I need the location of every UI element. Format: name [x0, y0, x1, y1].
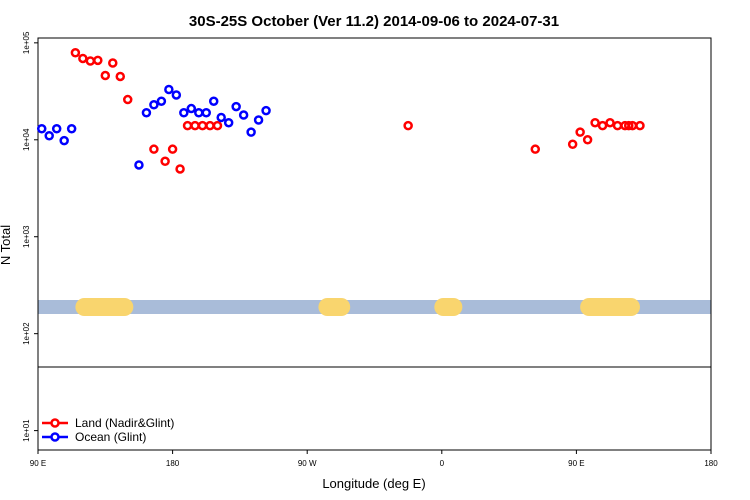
data-points: [36, 48, 645, 174]
land-point: [590, 117, 600, 128]
land-point: [403, 120, 413, 131]
land-point: [70, 48, 81, 58]
land-point: [78, 53, 88, 64]
ocean-point: [149, 99, 159, 110]
y-tick-label: 1e+03: [22, 225, 31, 248]
land-point: [605, 117, 615, 128]
ocean-point: [208, 96, 219, 106]
ocean-point: [59, 135, 69, 146]
plot-frame: [37, 37, 712, 451]
x-tick-label: 180: [166, 459, 180, 468]
land-point: [530, 144, 541, 154]
land-point: [93, 55, 103, 66]
land-point: [108, 58, 118, 68]
ocean-point: [261, 105, 271, 116]
land-point: [575, 127, 585, 137]
ocean-point: [134, 160, 144, 170]
ocean-point: [231, 101, 241, 112]
y-axis-title: N Total: [0, 225, 13, 265]
ocean-point: [141, 108, 152, 118]
ocean-point: [216, 112, 226, 123]
land-point: [175, 164, 185, 174]
ocean-point: [171, 90, 182, 100]
land-point: [190, 120, 200, 131]
x-tick-label: 180: [704, 459, 718, 468]
ocean-point: [51, 123, 62, 134]
y-tick-label: 1e+05: [22, 31, 31, 54]
ocean-point: [246, 127, 256, 137]
ocean-point: [179, 108, 189, 118]
ocean-point: [238, 110, 249, 120]
land-point: [635, 120, 645, 131]
land-point: [160, 156, 170, 167]
land-point: [122, 94, 133, 105]
legend-marker-ocean: [50, 432, 60, 442]
land-segment: [75, 298, 134, 316]
land-point: [567, 139, 578, 149]
x-axis-title: Longitude (deg E): [322, 476, 425, 491]
y-tick-label: 1e+02: [22, 322, 31, 345]
ocean-point: [194, 108, 204, 118]
land-point: [582, 135, 593, 145]
land-segment: [580, 298, 640, 316]
y-tick-label: 1e+04: [22, 128, 31, 151]
x-tick-label: 90 W: [298, 459, 317, 468]
land-mask-band: [38, 298, 711, 316]
land-point: [205, 120, 215, 131]
land-point: [167, 144, 178, 154]
legend: Land (Nadir&Glint)Ocean (Glint): [42, 416, 174, 444]
land-point: [197, 120, 208, 131]
x-tick-label: 90 E: [568, 459, 584, 468]
ocean-point: [164, 84, 174, 95]
ocean-point: [201, 108, 211, 118]
land-point: [100, 70, 111, 81]
legend-label-land: Land (Nadir&Glint): [75, 416, 174, 430]
land-segment: [318, 298, 351, 316]
ocean-point: [186, 103, 197, 114]
land-point: [212, 120, 223, 131]
x-tick-label: 90 E: [30, 459, 46, 468]
ocean-point: [36, 123, 47, 134]
ocean-band: [38, 300, 711, 314]
land-segment: [434, 298, 463, 316]
land-point: [623, 120, 634, 131]
land-point: [85, 56, 96, 66]
axes: 90 E 180 90 W 0 90 E 180 1e+01 1e+02 1e+03 1e+04 1…: [22, 31, 718, 468]
legend-label-ocean: Ocean (Glint): [75, 430, 146, 444]
ocean-point: [253, 115, 264, 125]
chart-title: 30S-25S October (Ver 11.2) 2014-09-06 to…: [189, 13, 559, 30]
land-point: [182, 120, 193, 131]
land-point: [149, 144, 159, 154]
land-point: [115, 71, 126, 82]
x-tick-label: 0: [440, 459, 445, 468]
land-point: [612, 120, 623, 131]
ocean-point: [44, 131, 54, 141]
ocean-point: [223, 117, 234, 128]
legend-marker-land: [50, 418, 60, 428]
y-tick-label: 1e+01: [22, 419, 31, 442]
land-point: [597, 120, 608, 131]
ocean-point: [66, 123, 77, 134]
ocean-point: [156, 96, 167, 106]
